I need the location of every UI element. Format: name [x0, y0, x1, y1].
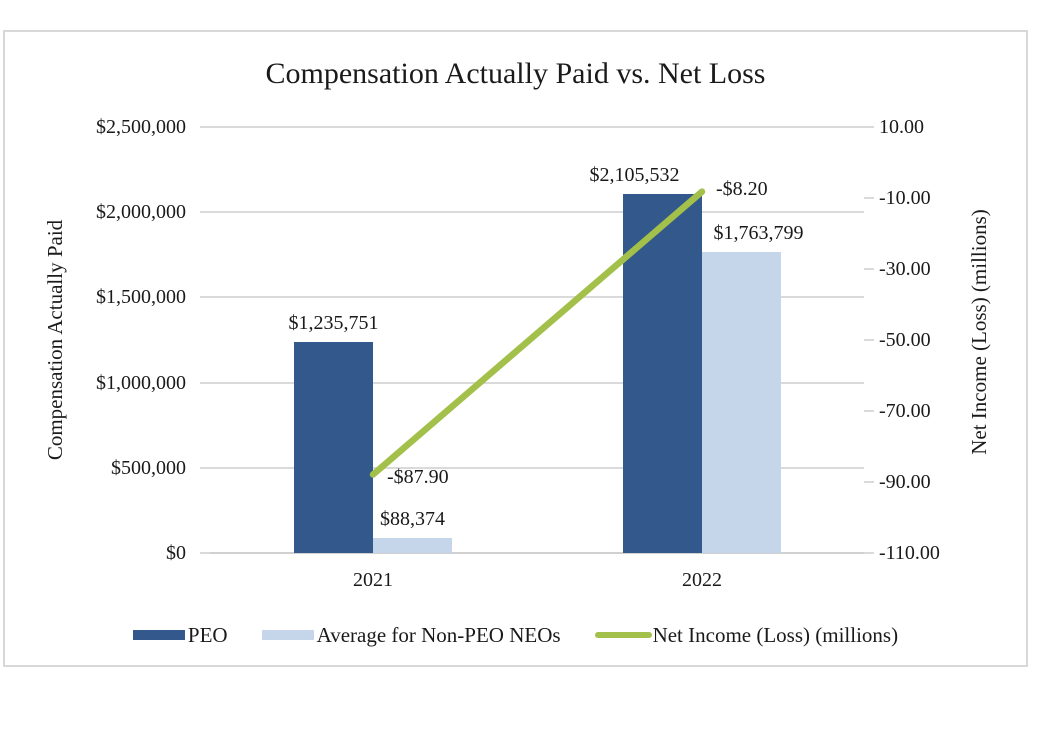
right-axis-tick	[864, 552, 874, 554]
bar-peo-2022	[623, 194, 702, 553]
gridline	[210, 552, 864, 554]
bar-data-label: $88,374	[380, 507, 445, 530]
legend-item-non-peo: Average for Non-PEO NEOs	[261, 622, 561, 648]
legend: PEO Average for Non-PEO NEOs Net Income (L…	[5, 620, 1026, 650]
gridline	[210, 466, 864, 469]
line-series-layer	[369, 188, 706, 478]
legend-bar-swatch-icon	[132, 630, 185, 640]
right-axis-tick	[864, 197, 874, 199]
left-axis-tick-label: $500,000	[111, 456, 186, 479]
left-axis-tick	[200, 466, 210, 469]
net-income-line	[369, 188, 706, 478]
legend-bar-swatch-icon	[261, 630, 314, 640]
legend-item-peo: PEO	[132, 622, 228, 648]
legend-label: Average for Non-PEO NEOs	[316, 623, 561, 647]
left-axis-tick	[200, 211, 210, 214]
right-axis-tick-label: 10.00	[879, 116, 924, 138]
line-data-label: -$87.90	[387, 465, 449, 488]
left-axis-tick-label: $2,000,000	[96, 201, 186, 224]
right-axis-title: Net Income (Loss) (millions)	[967, 209, 991, 455]
line-data-label: -$8.20	[716, 177, 768, 200]
right-axis-tick-label: -110.00	[879, 542, 940, 564]
gridline	[210, 211, 864, 214]
legend-label: PEO	[187, 623, 228, 647]
right-axis-tick	[864, 410, 874, 412]
right-axis-tick	[864, 481, 874, 483]
bar-non-peo-2021	[373, 537, 452, 553]
left-axis-tick-label: $1,500,000	[96, 286, 186, 309]
left-axis-tick-label: $1,000,000	[96, 371, 186, 394]
legend-item-net-income: Net Income (Loss) (millions)	[594, 622, 899, 648]
right-axis-tick-label: -70.00	[879, 400, 931, 422]
chart-figure: Compensation Actually Paid vs. Net Loss …	[3, 30, 1028, 667]
left-axis-tick-label: $0	[166, 542, 186, 564]
right-axis-tick	[864, 268, 874, 270]
left-axis-tick	[200, 296, 210, 299]
bar-peo-2021	[294, 342, 373, 553]
right-axis-tick-label: -90.00	[879, 471, 931, 493]
bar-data-label: $1,763,799	[713, 222, 804, 245]
x-axis-label-2022: 2022	[682, 569, 722, 591]
left-axis-tick	[200, 126, 210, 128]
gridline	[210, 296, 864, 299]
chart-title: Compensation Actually Paid vs. Net Loss	[265, 57, 766, 90]
bar-data-label: $2,105,532	[589, 164, 680, 187]
legend-label: Net Income (Loss) (millions)	[652, 623, 899, 647]
left-axis-tick-label: $2,500,000	[96, 116, 186, 138]
right-axis-tick-label: -10.00	[879, 187, 931, 209]
gridline	[210, 126, 864, 128]
right-axis-tick	[864, 126, 874, 128]
gridline	[210, 381, 864, 384]
right-axis-tick	[864, 339, 874, 341]
left-axis-tick	[200, 552, 210, 554]
left-axis-tick	[200, 381, 210, 384]
x-axis-label-2021: 2021	[353, 569, 393, 591]
bar-non-peo-2022	[702, 252, 781, 553]
right-axis-tick-label: -30.00	[879, 258, 931, 280]
legend-line-swatch-icon	[594, 632, 652, 638]
right-axis-tick-label: -50.00	[879, 329, 931, 351]
bar-data-label: $1,235,751	[288, 312, 379, 335]
left-axis-title: Compensation Actually Paid	[43, 219, 67, 461]
